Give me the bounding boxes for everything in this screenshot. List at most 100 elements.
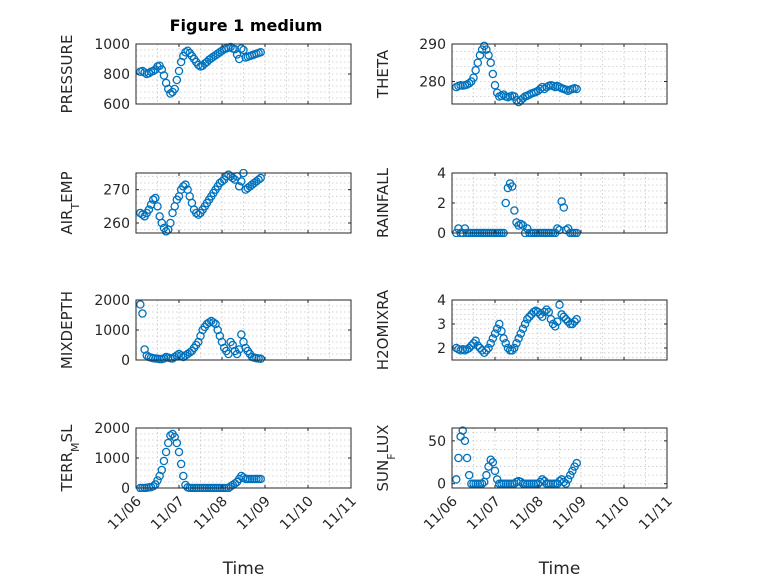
data-point xyxy=(503,343,513,353)
y-tick-label: 290 xyxy=(419,37,446,53)
data-point xyxy=(566,470,575,480)
data-point xyxy=(464,343,474,353)
y-axis-label: AIRTEMP xyxy=(58,171,82,234)
plot-area xyxy=(452,300,667,360)
data-point xyxy=(217,177,227,186)
data-point xyxy=(254,175,263,184)
plot-area xyxy=(452,173,667,233)
data-point xyxy=(492,324,502,334)
data-point xyxy=(501,338,510,348)
x-axis-label: Time xyxy=(538,559,581,579)
plot-area xyxy=(452,44,667,104)
data-point xyxy=(157,218,167,228)
data-point xyxy=(555,300,564,310)
data-point xyxy=(514,221,523,230)
axes-frame xyxy=(451,43,668,105)
data-point xyxy=(559,312,569,322)
y-tick-label: 0 xyxy=(121,481,130,497)
data-point xyxy=(488,334,498,343)
data-point xyxy=(191,208,201,218)
data-point xyxy=(514,334,523,343)
data-point xyxy=(473,58,483,68)
data-point xyxy=(161,447,171,457)
data-point xyxy=(533,307,543,317)
y-tick-label: 2000 xyxy=(94,421,130,437)
data-point xyxy=(555,225,564,235)
data-point xyxy=(144,205,154,214)
data-point xyxy=(185,348,194,357)
subplot-4: 0 2 4 RAINFALL xyxy=(374,166,668,242)
data-point xyxy=(518,324,528,334)
data-point xyxy=(520,319,530,329)
data-point xyxy=(138,309,147,318)
data-point xyxy=(209,318,218,327)
data-point xyxy=(148,66,158,76)
y-axis-label: H2OMIXRA xyxy=(374,289,392,370)
x-tick-label: 11/08 xyxy=(507,494,547,534)
data-point xyxy=(550,322,560,331)
y-axis-label: PRESSURE xyxy=(58,35,76,114)
data-point xyxy=(572,458,581,468)
data-point xyxy=(568,466,577,476)
data-point xyxy=(148,195,158,204)
data-point xyxy=(471,66,480,75)
y-tick-label: 1000 xyxy=(94,37,130,53)
series-markers xyxy=(452,41,581,107)
data-point xyxy=(469,73,478,83)
data-point xyxy=(492,475,502,484)
data-point xyxy=(516,329,526,338)
data-point xyxy=(239,45,248,55)
subplot-5: 0 1000 2000 MIXDEPTH xyxy=(58,291,352,369)
data-point xyxy=(144,69,154,78)
subplot-6: 2 3 4 H2OMIXRA xyxy=(374,289,668,370)
data-point xyxy=(477,479,487,488)
x-tick-label: 11/11 xyxy=(636,494,676,534)
series-markers xyxy=(136,300,265,364)
data-point xyxy=(237,44,246,53)
x-tick-label: 11/08 xyxy=(191,494,231,534)
data-point xyxy=(462,453,472,463)
data-point xyxy=(572,84,581,94)
data-point xyxy=(512,338,521,348)
y-tick-label: 4 xyxy=(437,166,446,182)
subplot-grid: 600 800 1000 PRESSURE 280 290 THETA 260 270 AIRTE… xyxy=(58,35,676,579)
data-point xyxy=(471,336,480,346)
data-point xyxy=(157,465,167,475)
data-point xyxy=(467,341,476,350)
y-tick-label: 3 xyxy=(437,317,446,333)
data-point xyxy=(563,475,573,484)
y-tick-label: 1000 xyxy=(94,451,130,467)
data-point xyxy=(553,317,562,326)
data-point xyxy=(159,354,169,363)
subplot-2: 280 290 THETA xyxy=(374,37,668,107)
y-tick-label: 2 xyxy=(437,341,446,357)
data-point xyxy=(460,436,470,446)
series-markers xyxy=(136,42,265,98)
data-point xyxy=(179,471,188,481)
data-point xyxy=(501,198,510,208)
data-point xyxy=(159,456,169,466)
data-point xyxy=(228,173,237,183)
data-point xyxy=(568,319,577,329)
y-tick-label: 0 xyxy=(437,477,446,493)
data-point xyxy=(170,84,179,94)
data-point xyxy=(484,51,493,60)
data-point xyxy=(507,346,517,355)
y-tick-label: 260 xyxy=(103,216,130,232)
data-point xyxy=(570,317,579,326)
data-point xyxy=(172,438,182,448)
data-point xyxy=(234,182,244,191)
x-tick-label: 11/10 xyxy=(277,494,317,534)
data-point xyxy=(486,58,495,68)
data-point xyxy=(538,475,547,484)
data-point xyxy=(499,334,508,343)
data-point xyxy=(163,438,173,448)
data-point xyxy=(475,51,485,60)
data-point xyxy=(561,314,571,324)
data-point xyxy=(563,317,573,326)
y-tick-label: 0 xyxy=(437,226,446,242)
axes-frame xyxy=(135,172,352,234)
data-point xyxy=(510,343,519,353)
data-point xyxy=(464,470,474,480)
